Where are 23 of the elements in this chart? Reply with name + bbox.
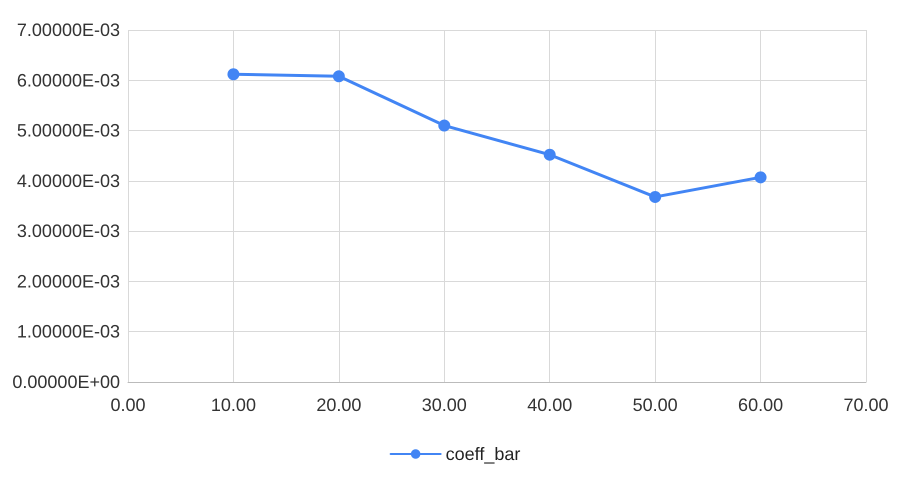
point	[649, 190, 662, 203]
y-tick-label: 4.00000E-03	[16, 170, 120, 191]
y-tick-label: 6.00000E-03	[16, 70, 120, 90]
point	[544, 148, 556, 161]
y-tick-label: 0.00000E+00	[12, 372, 120, 392]
x-tick-label: 60.00	[738, 395, 784, 415]
point	[754, 171, 767, 184]
x-tick-label: 20.00	[316, 395, 362, 415]
legend-label: coeff_bar	[446, 444, 520, 464]
x-tick-label: 30.00	[422, 395, 467, 415]
y-tick-label: 3.00000E-03	[16, 221, 120, 242]
y-tick-label: 7.00000E-03	[16, 20, 120, 40]
x-tick-label: 50.00	[632, 395, 678, 415]
point	[438, 120, 450, 132]
x-tick-label: 70.00	[843, 395, 889, 415]
x-tick-label: 0.00	[110, 395, 146, 415]
point	[227, 68, 240, 80]
point	[332, 70, 345, 82]
y-tick-label: 5.00000E-03	[16, 120, 120, 141]
y-tick-label: 1.00000E-03	[16, 322, 120, 342]
x-tick-label: 40.00	[527, 395, 572, 415]
x-tick-label: 10.00	[210, 395, 256, 415]
y-tick-label: 2.00000E-03	[16, 271, 120, 292]
